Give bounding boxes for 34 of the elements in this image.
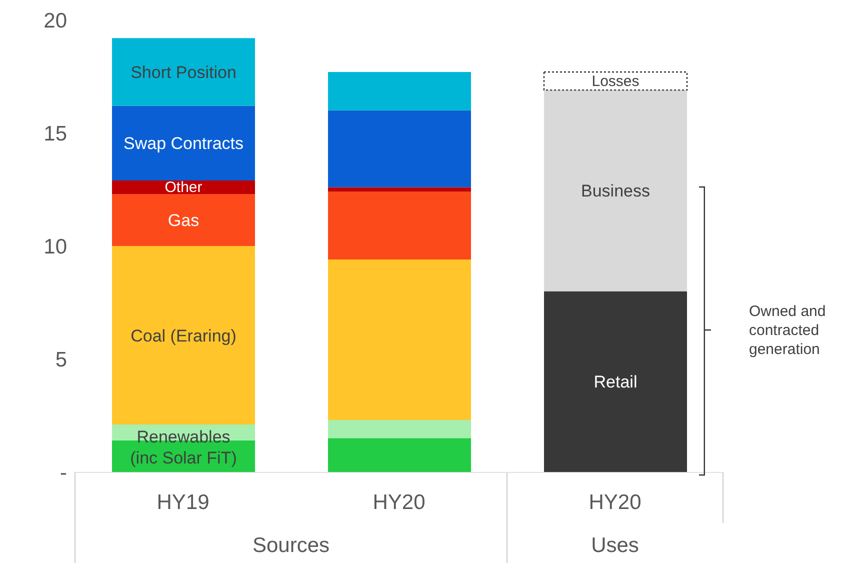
y-tick-label: 10: [44, 235, 67, 258]
series-label: Swap Contracts: [124, 134, 244, 153]
bar: [328, 438, 471, 472]
bar: [328, 187, 471, 192]
bar: [544, 90, 687, 292]
series-label: Short Position: [130, 62, 236, 82]
bar: [112, 106, 255, 180]
y-tick-label: 15: [44, 122, 67, 146]
series-label: Business: [581, 181, 650, 200]
x-tick-label: HY19: [156, 490, 210, 514]
bar: [543, 71, 688, 91]
text: Owned and contracted generation: [749, 302, 827, 359]
bar: [328, 72, 471, 110]
bar: [328, 260, 471, 420]
bar: [112, 194, 255, 246]
bar: [328, 192, 471, 260]
series-label: Coal (Eraring): [130, 326, 236, 345]
x-tick-label: HY20: [372, 490, 426, 514]
series-label: Other: [164, 178, 202, 196]
series-label: Losses: [592, 72, 640, 90]
series-label: Retail: [594, 372, 638, 392]
x-tick-label: HY20: [588, 490, 642, 514]
bar: [328, 420, 471, 438]
bar: [112, 38, 255, 106]
y-tick-label: 20: [44, 9, 67, 32]
bar: [544, 291, 687, 472]
text: Sources: [251, 534, 331, 558]
series-label: Gas: [168, 210, 200, 230]
bar: [112, 246, 255, 425]
bar: [328, 110, 471, 188]
text: Uses: [590, 534, 640, 558]
bar: [112, 180, 255, 194]
y-tick-label: -: [60, 461, 67, 484]
y-tick-label: 5: [55, 348, 67, 372]
